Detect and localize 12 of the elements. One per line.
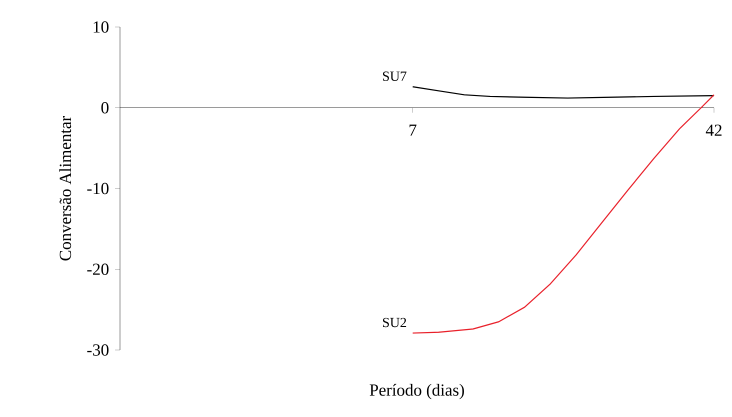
series-label: SU2 — [382, 318, 406, 328]
series-label: SU7 — [382, 72, 406, 81]
y-axis-title: Conversão Alimentar — [59, 116, 72, 260]
y-tick-label: 10 — [94, 21, 109, 33]
line-series — [412, 86, 715, 99]
y-tick-label: -10 — [87, 182, 109, 194]
x-tick-label: 7 — [410, 124, 416, 136]
y-tick-label: 0 — [101, 102, 109, 114]
y-tick-label: -30 — [87, 344, 109, 356]
x-axis-title: Período (dias) — [370, 384, 464, 400]
y-tick-label: -20 — [87, 264, 109, 275]
x-tick-label: 42 — [706, 124, 722, 136]
